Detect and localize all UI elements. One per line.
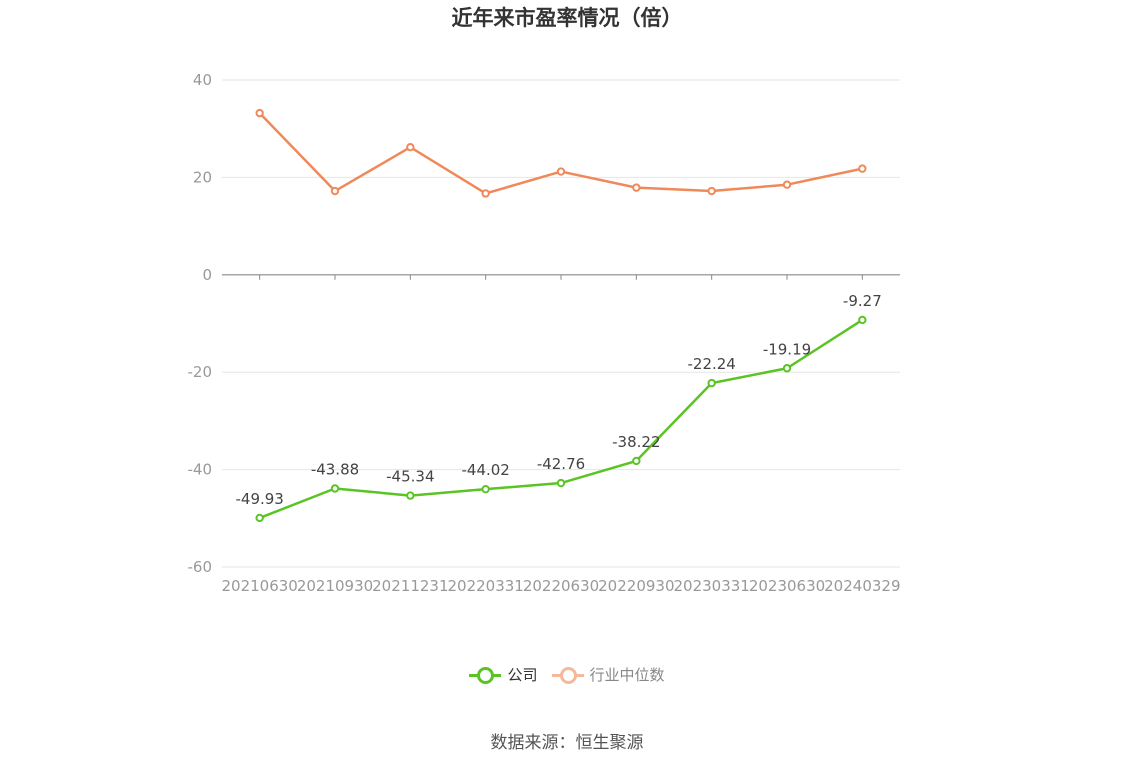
data-point <box>330 484 340 493</box>
data-point <box>481 189 490 198</box>
data-label: -22.24 <box>687 355 735 373</box>
legend-swatch-industry-median <box>551 666 584 684</box>
x-axis <box>222 274 900 280</box>
data-point <box>707 186 716 196</box>
series-line-1 <box>258 112 863 195</box>
series-lines <box>255 108 867 523</box>
data-point <box>406 143 415 152</box>
x-tick-label: 20220930 <box>598 577 674 595</box>
data-label: -43.88 <box>311 460 359 478</box>
x-tick-label: 20230630 <box>749 577 825 595</box>
legend: 公司 行业中位数 <box>0 664 1134 685</box>
y-axis-tick-labels: 40 20 0 -20 -40 -60 <box>188 71 213 576</box>
y-tick-label: 0 <box>202 266 212 284</box>
legend-item-industry-median[interactable]: 行业中位数 <box>551 664 665 685</box>
data-label: -45.34 <box>386 468 434 486</box>
x-tick-label: 20211231 <box>372 577 448 595</box>
y-tick-label: -20 <box>188 363 213 381</box>
legend-item-company[interactable]: 公司 <box>469 664 538 685</box>
data-point <box>255 513 264 523</box>
data-point <box>481 484 490 494</box>
x-axis-tick-labels: 2021063020210930202112312022033120220630… <box>221 577 900 595</box>
legend-label-industry-median: 行业中位数 <box>589 666 665 684</box>
legend-swatch-company <box>469 666 502 684</box>
x-tick-label: 20240329 <box>824 577 900 595</box>
x-tick-label: 20220331 <box>447 577 523 595</box>
data-point <box>406 491 415 500</box>
data-point <box>782 180 792 189</box>
x-tick-label: 20210630 <box>221 577 297 595</box>
x-tick-label: 20230331 <box>673 577 749 595</box>
y-tick-label: 20 <box>193 168 212 186</box>
x-tick-label: 20210930 <box>297 577 373 595</box>
data-point <box>858 164 867 173</box>
data-point <box>858 315 867 325</box>
data-point <box>632 183 641 192</box>
data-point <box>255 108 264 118</box>
data-point <box>556 167 566 176</box>
y-tick-label: -60 <box>188 558 213 576</box>
data-label: -44.02 <box>461 461 509 479</box>
data-point <box>330 186 340 196</box>
data-label: -19.19 <box>763 340 811 358</box>
chart-title: 近年来市盈率情况（倍） <box>451 6 683 30</box>
data-labels: -49.93 -43.88 -45.34 -44.02 -42.76 -38.22 -22.… <box>235 292 881 508</box>
data-label: -9.27 <box>843 292 882 310</box>
x-tick-label: 20220630 <box>523 577 599 595</box>
legend-label-company: 公司 <box>507 666 538 684</box>
data-point <box>632 456 641 466</box>
data-label: -42.76 <box>537 455 585 473</box>
data-label: -49.93 <box>235 490 283 508</box>
data-label: -38.22 <box>612 433 660 451</box>
data-point <box>707 378 716 388</box>
y-tick-label: 40 <box>193 71 212 89</box>
y-tick-label: -40 <box>188 461 213 479</box>
data-point <box>782 364 792 373</box>
data-point <box>556 478 566 488</box>
data-source: 数据来源：恒生聚源 <box>490 733 644 753</box>
